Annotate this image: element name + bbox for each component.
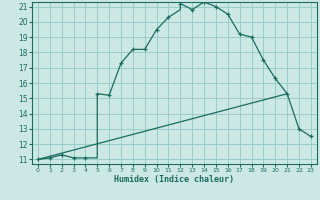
X-axis label: Humidex (Indice chaleur): Humidex (Indice chaleur) xyxy=(115,175,234,184)
